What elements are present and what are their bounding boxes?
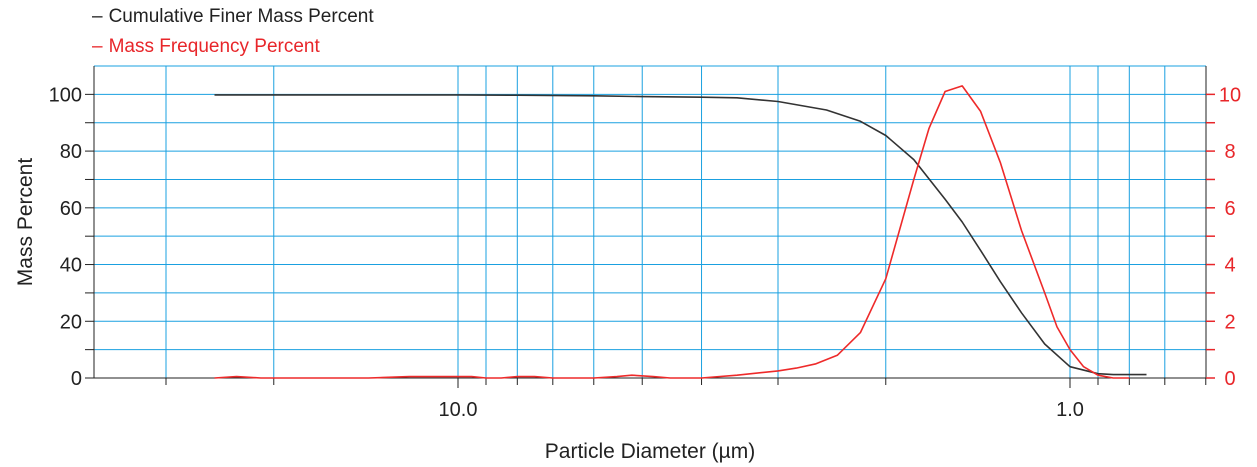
y-tick-label: 0 xyxy=(71,368,82,390)
x-tick-label: 10.0 xyxy=(439,399,478,421)
y2-tick-label: 2 xyxy=(1224,311,1235,333)
x-tick-label: 1.0 xyxy=(1056,399,1084,421)
y-tick-label: 40 xyxy=(60,255,82,277)
y2-tick-label: 10 xyxy=(1219,84,1241,106)
y-tick-label: 60 xyxy=(60,198,82,220)
grid-lines xyxy=(94,65,1206,378)
legend-frequency: – Mass Frequency Percent xyxy=(92,36,320,58)
y-tick-label: 20 xyxy=(60,311,82,333)
cumulative-finer-line xyxy=(214,94,1147,376)
y2-tick-label: 8 xyxy=(1224,141,1235,163)
axis-labels: 0 20 40 60 80 100 0 2 4 6 8 10 10.0 1.0 Particle Diame… xyxy=(14,84,1241,463)
legend-cumulative: – Cumulative Finer Mass Percent xyxy=(92,6,374,28)
legend-cumulative-label: Cumulative Finer Mass Percent xyxy=(108,6,374,27)
y-tick-label: 80 xyxy=(60,141,82,163)
y-tick-label: 100 xyxy=(49,84,82,106)
y2-tick-label: 0 xyxy=(1224,368,1235,390)
legend-frequency-label: Mass Frequency Percent xyxy=(108,36,320,57)
y-axis-title: Mass Percent xyxy=(14,158,37,287)
series-lines xyxy=(214,85,1147,379)
legend-dash-black: – xyxy=(92,6,103,27)
y2-tick-label: 4 xyxy=(1224,255,1235,277)
mass-frequency-line xyxy=(214,85,1130,379)
axes xyxy=(85,66,1215,388)
y2-tick-label: 6 xyxy=(1224,198,1235,220)
legend-dash-red: – xyxy=(92,36,103,57)
x-axis-title: Particle Diameter (µm) xyxy=(545,440,755,463)
